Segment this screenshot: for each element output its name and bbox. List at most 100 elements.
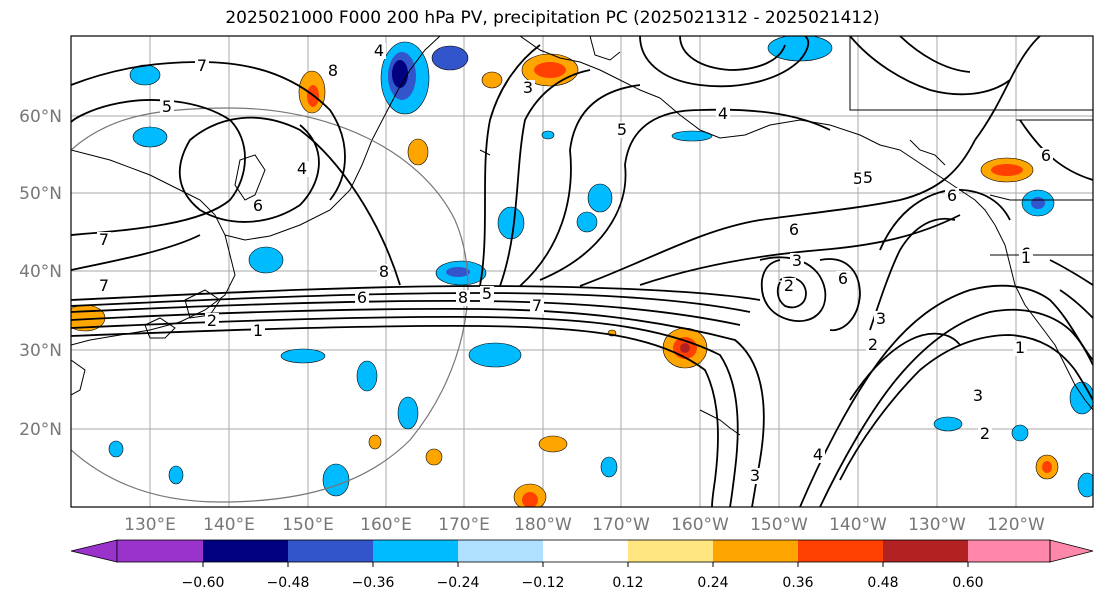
contour-label: 7 xyxy=(197,56,207,75)
contour-label-bg xyxy=(748,468,762,484)
lon-tick-label: 150°E xyxy=(282,515,334,535)
precip-blob xyxy=(991,164,1023,176)
contour-label: 6 xyxy=(947,186,957,205)
colorbar-tick-label: 0.24 xyxy=(697,575,728,591)
colorbar-tick-label: 0.36 xyxy=(782,575,813,591)
contour-label: 2 xyxy=(207,311,217,330)
contour-label: 5 xyxy=(617,120,627,139)
lon-tick-label: 160°E xyxy=(360,515,412,535)
contour-label-bg xyxy=(326,63,340,79)
lat-tick-label: 20°N xyxy=(19,420,62,440)
precip-blob xyxy=(431,45,469,71)
contour-label-bg xyxy=(480,286,494,302)
colorbar-tick-label: −0.24 xyxy=(437,575,480,591)
contour-label: 3 xyxy=(750,466,760,485)
colorbar-extend-max xyxy=(1049,539,1094,563)
lat-tick-label: 60°N xyxy=(19,107,62,127)
precip-blob xyxy=(132,126,168,148)
lon-tick-label: 130°E xyxy=(124,515,176,535)
contour-label: 5 xyxy=(863,168,873,187)
precip-blob xyxy=(522,492,538,507)
precip-blob xyxy=(1031,197,1045,209)
contour-label-bg xyxy=(530,298,544,314)
precip-blob xyxy=(280,348,326,364)
lon-tick-label: 140°W xyxy=(829,515,887,535)
contour-label: 8 xyxy=(379,262,389,281)
precip-blob xyxy=(933,416,963,432)
lon-tick-label: 140°E xyxy=(203,515,255,535)
contour-label: 4 xyxy=(374,41,384,60)
contour-label-bg xyxy=(866,337,880,353)
contour-label: 2 xyxy=(868,335,878,354)
colorbar-tick-label: −0.36 xyxy=(352,575,395,591)
contour-label-bg xyxy=(372,43,386,59)
colorbar xyxy=(70,539,1094,563)
colorbar-tick-label: −0.48 xyxy=(267,575,310,591)
contour-label: 3 xyxy=(973,386,983,405)
precipitation-shading xyxy=(71,36,1093,507)
precip-blob xyxy=(538,435,568,453)
lon-tick-label: 180°W xyxy=(514,515,572,535)
colorbar-tick-label: −0.60 xyxy=(182,575,225,591)
precip-blob xyxy=(1011,424,1029,442)
contour-label: 6 xyxy=(357,288,367,307)
precip-blob xyxy=(108,440,124,458)
map-title: 2025021000 F000 200 hPa PV, precipitatio… xyxy=(225,8,880,28)
contour-label: 5 xyxy=(482,284,492,303)
contour-label-bg xyxy=(945,188,959,204)
contour-label: 3 xyxy=(523,78,533,97)
map-border xyxy=(70,35,1094,508)
contour-label-bg xyxy=(456,290,470,306)
contour-label-bg xyxy=(295,161,309,177)
colorbar-tick-label: −0.12 xyxy=(522,575,565,591)
contour-label-bg xyxy=(787,222,801,238)
longitude-labels: 130°E 140°E 150°E 160°E 170°E 180°W 170°W 160°W… xyxy=(124,515,1045,535)
colorbar-box xyxy=(288,540,373,562)
contour-label: 2 xyxy=(980,424,990,443)
contour-label-bg xyxy=(1039,148,1053,164)
precip-blob xyxy=(468,342,522,368)
precip-blob xyxy=(576,211,598,233)
contour-label: 3 xyxy=(876,309,886,328)
precip-blob xyxy=(671,130,713,142)
contour-label: 1 xyxy=(253,321,263,340)
contour-label-bg xyxy=(251,323,265,339)
colorbar-box xyxy=(968,540,1050,562)
lat-tick-label: 40°N xyxy=(19,262,62,282)
colorbar-tick-label: 0.48 xyxy=(867,575,898,591)
precip-blob xyxy=(1042,461,1052,473)
colorbar-box xyxy=(883,540,968,562)
lon-tick-label: 160°W xyxy=(671,515,729,535)
contour-label-bg xyxy=(97,278,111,294)
contour-label-bg xyxy=(615,122,629,138)
contour-label: 1 xyxy=(1021,248,1031,267)
colorbar-tick-label: 0.12 xyxy=(612,575,643,591)
precip-blob xyxy=(425,448,443,466)
contour-label-bg xyxy=(716,106,730,122)
lat-tick-label: 30°N xyxy=(19,341,62,361)
colorbar-tick-labels: −0.60 −0.48 −0.36 −0.24 −0.12 0.12 0.24 0.36 0.4… xyxy=(182,562,984,591)
colorbar-tick-label: 0.60 xyxy=(952,575,983,591)
precip-blob xyxy=(248,246,284,274)
colorbar-extend-min xyxy=(70,539,118,563)
contour-label-bg xyxy=(861,170,875,186)
contour-label: 4 xyxy=(813,445,823,464)
precip-blob xyxy=(497,206,525,240)
precip-blob xyxy=(1069,381,1093,415)
colorbar-outline xyxy=(116,539,1051,563)
contour-label-bg xyxy=(811,447,825,463)
precip-blob xyxy=(356,360,378,392)
precip-blob xyxy=(1077,472,1093,498)
colorbar-box xyxy=(628,540,713,562)
contour-label-bg xyxy=(377,264,391,280)
contour-label-bg xyxy=(971,388,985,404)
contour-label: 1 xyxy=(1015,338,1025,357)
colorbar-box xyxy=(798,540,883,562)
lon-tick-label: 120°W xyxy=(987,515,1045,535)
contour-label: 5 xyxy=(162,97,172,116)
contour-labels: 754677862184534656832632312436578651 xyxy=(97,41,1053,485)
lon-tick-label: 150°W xyxy=(750,515,808,535)
contour-label-bg xyxy=(355,290,369,306)
precip-blob xyxy=(322,463,350,497)
